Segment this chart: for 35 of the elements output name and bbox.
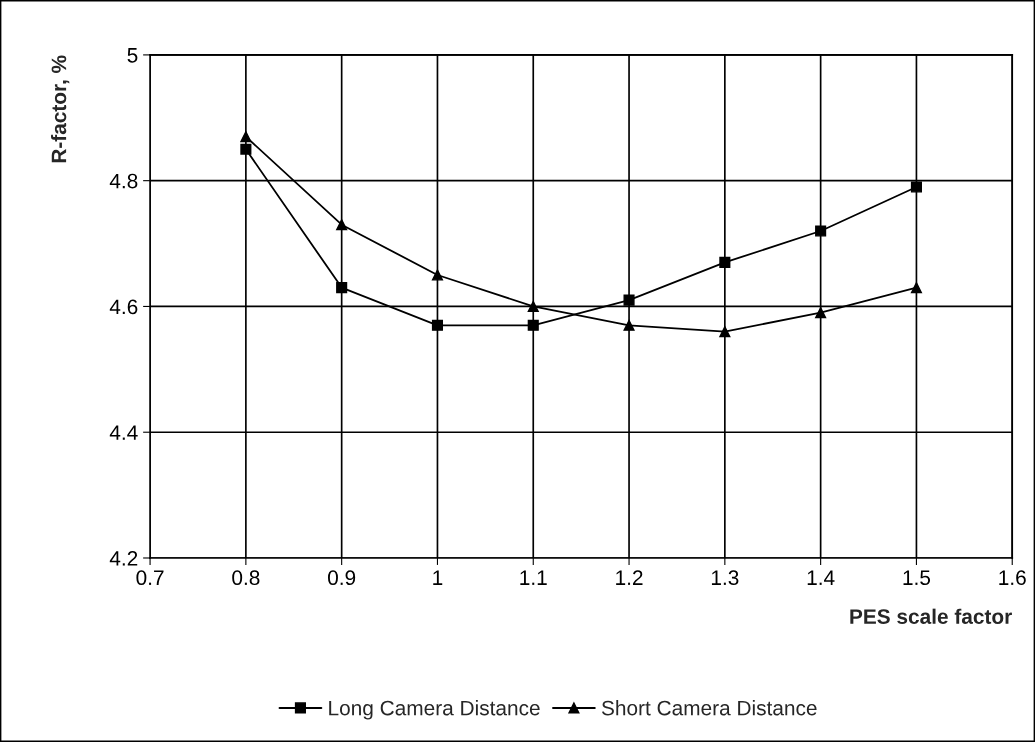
point (910, 282, 922, 294)
x-axis-title: PES scale factor (850, 608, 1012, 624)
point (240, 131, 252, 143)
point (336, 282, 348, 294)
y-axis-title: R-factor, % (51, 55, 70, 163)
point (623, 319, 635, 331)
x-tick-label: 1.6 (999, 570, 1026, 586)
point (240, 143, 252, 155)
x-tick-label: 0.9 (328, 570, 356, 586)
x-tick-label: 0.7 (136, 570, 164, 586)
point (719, 256, 731, 268)
x-tick-label: 1.4 (807, 570, 835, 585)
point (623, 294, 635, 306)
x-tick-label: 1.2 (616, 570, 643, 585)
y-tick-label: 4.2 (109, 550, 138, 566)
y-tick-label: 4.6 (109, 299, 138, 315)
legend-label: Short Camera Distance (601, 700, 817, 716)
point (815, 307, 827, 319)
point (815, 225, 827, 237)
point (527, 300, 539, 313)
legend-label: Long Camera Distance (329, 700, 540, 720)
point (431, 319, 444, 331)
point (719, 326, 731, 338)
y-tick-label: 4.4 (109, 425, 138, 440)
point (431, 269, 444, 281)
x-tick-label: 1.1 (520, 570, 547, 585)
y-tick-label: 4.8 (109, 173, 138, 189)
x-tick-label: 1 (433, 570, 443, 585)
point (336, 219, 348, 231)
x-tick-label: 1.5 (903, 570, 931, 586)
x-tick-label: 1.3 (711, 570, 739, 586)
x-tick-label: 0.8 (232, 570, 260, 586)
point (910, 181, 922, 193)
point (527, 319, 539, 331)
y-tick-label: 5 (127, 48, 138, 63)
